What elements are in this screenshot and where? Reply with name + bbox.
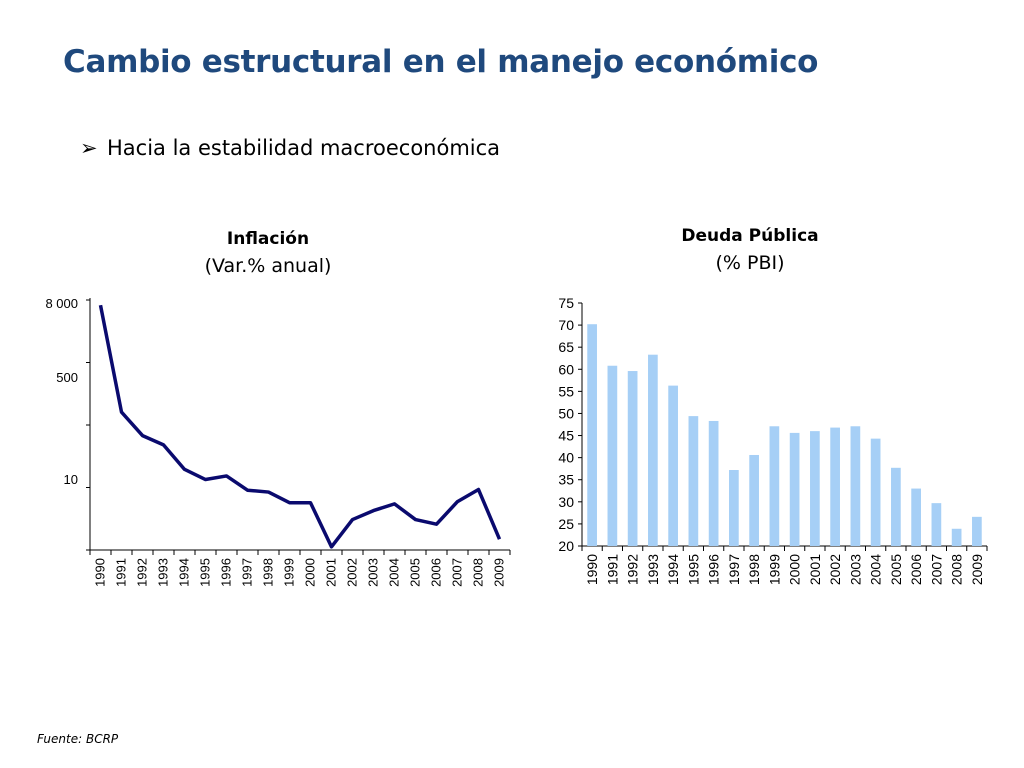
debt-bar — [870, 438, 881, 546]
inflation-x-tick-label: 1991 — [114, 558, 129, 587]
inflation-series-line — [98, 304, 502, 549]
source-note: Fuente: BCRP — [37, 732, 119, 746]
debt-x-tick-label: 1999 — [766, 554, 782, 585]
debt-x-tick-label: 1990 — [584, 554, 600, 585]
debt-x-tick-label: 2000 — [787, 554, 803, 585]
inflation-x-tick-label: 2009 — [492, 558, 507, 587]
inflation-x-tick-label: 1993 — [156, 558, 171, 587]
debt-bar — [931, 503, 942, 546]
inflation-x-tick-label: 1992 — [135, 558, 150, 587]
inflation-x-tick-label: 2000 — [303, 558, 318, 587]
bullet-text: Hacia la estabilidad macroeconómica — [107, 136, 501, 160]
inflation-y-tick-label: 8 000 — [45, 296, 78, 311]
debt-x-tick-label: 1995 — [685, 554, 701, 585]
debt-y-tick-label: 55 — [558, 383, 574, 399]
debt-y-tick-label: 30 — [558, 494, 574, 510]
debt-y-tick-label: 25 — [558, 516, 574, 532]
debt-x-tick-label: 2001 — [807, 554, 823, 585]
inflation-x-tick-label: 1998 — [261, 558, 276, 587]
debt-bar — [972, 516, 982, 546]
slide-title: Cambio estructural en el manejo económic… — [63, 44, 819, 80]
inflation-x-tick-label: 1990 — [93, 558, 108, 587]
debt-bar — [587, 324, 597, 546]
debt-bar — [627, 371, 638, 546]
inflation-x-tick-label: 2006 — [429, 558, 444, 587]
inflation-chart: 8 000 500 10 1990 1991 1992 1993 1994 1995 1996 19… — [45, 296, 511, 587]
arrow-bullet-icon: ➢ — [80, 136, 98, 160]
bullet-point: ➢ Hacia la estabilidad macroeconómica — [80, 136, 500, 160]
inflation-x-tick-label: 2001 — [324, 558, 339, 587]
debt-x-tick-label: 2008 — [949, 554, 965, 585]
debt-bar — [729, 470, 739, 546]
debt-y-tick-label: 20 — [558, 538, 574, 554]
debt-bar — [951, 528, 962, 546]
debt-bar — [789, 432, 800, 546]
debt-chart-heading: Deuda Pública (% PBI) — [650, 226, 850, 274]
debt-x-tick-label: 2005 — [888, 554, 904, 585]
debt-x-tick-label: 1992 — [625, 554, 641, 585]
inflation-x-tick-label: 1995 — [198, 558, 213, 587]
debt-bar — [830, 427, 840, 546]
inflation-x-tick-label: 2008 — [471, 558, 486, 587]
debt-x-tick-label: 2002 — [827, 554, 843, 585]
debt-bar — [911, 488, 921, 546]
debt-x-tick-label: 1993 — [645, 554, 661, 585]
inflation-x-tick-label: 2007 — [450, 558, 465, 587]
inflation-x-tick-label: 2002 — [345, 558, 360, 587]
inflation-chart-subtitle: (Var.% anual) — [204, 255, 332, 277]
inflation-x-tick-label: 2004 — [387, 558, 402, 587]
inflation-chart-heading: Inflación (Var.% anual) — [168, 229, 368, 277]
debt-x-tick-label: 2003 — [847, 554, 863, 585]
debt-x-tick-label: 1991 — [604, 554, 620, 585]
debt-y-tick-label: 60 — [558, 361, 574, 377]
inflation-x-tick-label: 1999 — [282, 558, 297, 587]
debt-y-tick-label: 35 — [558, 472, 574, 488]
debt-y-tick-label: 75 — [558, 295, 574, 311]
debt-x-tick-label: 1997 — [726, 554, 742, 585]
inflation-y-tick-label: 500 — [56, 370, 78, 385]
debt-chart-subtitle: (% PBI) — [715, 252, 785, 274]
debt-bar — [668, 385, 678, 546]
debt-y-tick-label: 40 — [558, 450, 574, 466]
debt-bar — [850, 426, 861, 546]
debt-x-tick-label: 2007 — [928, 554, 944, 585]
debt-bar — [648, 354, 658, 546]
inflation-x-tick-label: 2003 — [366, 558, 381, 587]
debt-x-tick-label: 1998 — [746, 554, 762, 585]
debt-bar — [607, 365, 618, 546]
debt-y-tick-label: 45 — [558, 428, 574, 444]
debt-x-tick-label: 2009 — [969, 554, 985, 585]
debt-chart-title: Deuda Pública — [681, 226, 819, 246]
debt-x-tick-label: 1994 — [665, 554, 681, 585]
inflation-x-tick-label: 2005 — [408, 558, 423, 587]
debt-x-tick-label: 1996 — [706, 554, 722, 585]
debt-bar — [688, 416, 699, 546]
debt-y-tick-label: 70 — [558, 317, 574, 333]
debt-chart: 20 25 30 35 40 45 50 55 60 65 70 75 1990 1991 1992 1993… — [558, 295, 988, 585]
debt-bar — [810, 431, 820, 546]
inflation-x-tick-label: 1996 — [219, 558, 234, 587]
inflation-y-tick-label: 10 — [64, 472, 78, 487]
inflation-x-tick-label: 1994 — [177, 558, 192, 587]
inflation-x-tick-label: 1997 — [240, 558, 255, 587]
debt-bar — [749, 454, 759, 546]
debt-x-tick-label: 2004 — [868, 554, 884, 585]
debt-bar — [769, 426, 780, 546]
debt-bar — [891, 467, 901, 546]
debt-bar — [708, 420, 719, 546]
debt-y-tick-label: 65 — [558, 339, 574, 355]
inflation-chart-title: Inflación — [226, 229, 310, 249]
debt-x-tick-label: 2006 — [908, 554, 924, 585]
debt-y-tick-label: 50 — [558, 405, 574, 421]
